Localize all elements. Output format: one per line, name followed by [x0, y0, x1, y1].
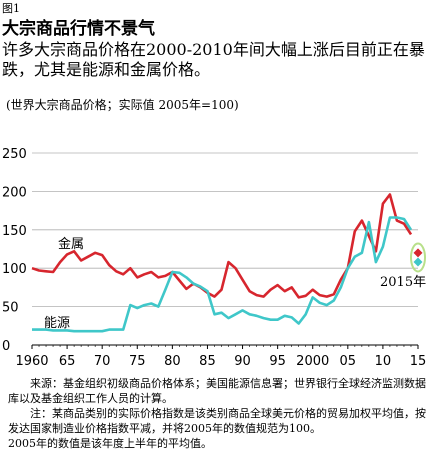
source-notes: 来源：基金组织初级商品价格体系；美国能源信息署；世界银行全球经济监测数据库以及基…	[8, 376, 428, 451]
series-line-金属	[31, 193, 413, 299]
marker-2015-金属	[413, 248, 423, 258]
highlight-ellipse	[410, 242, 426, 273]
y-tick-label: 200	[2, 185, 27, 200]
x-tick-label: 80	[164, 354, 181, 369]
x-tick-label: 75	[129, 354, 146, 369]
chart-title: 大宗商品行情不景气	[2, 19, 155, 39]
x-tick-label: 65	[59, 354, 76, 369]
series-lines	[31, 193, 413, 333]
y-tick-label: 50	[2, 301, 19, 316]
note-text: 注：某商品类别的实际价格指数是该类别商品全球美元价格的贸易加权平均值，按发达国家…	[8, 407, 426, 435]
note-text-2: 2005年的数值是该年度上半年的平均值。	[8, 437, 212, 450]
chart-subtitle: 许多大宗商品价格在2000-2010年间大幅上涨后目前正在暴跌，尤其是能源和金属…	[2, 40, 425, 79]
y-tick-label: 0	[2, 339, 10, 354]
y-tick-label: 250	[2, 147, 27, 162]
figure-label: 图1	[2, 2, 20, 15]
x-tick-label: 1960	[15, 354, 48, 369]
series-label-metals: 金属	[58, 236, 84, 252]
line-chart: 0 50 100 150 200 250 1960 65 70 75 80 85 90 95 2000 05…	[2, 147, 426, 369]
x-tick-label: 2000	[296, 354, 329, 369]
series-line-能源	[32, 216, 413, 333]
x-tick-label: 10	[375, 354, 392, 369]
x-tick-label: 90	[234, 354, 251, 369]
x-tick-label: 15	[410, 354, 427, 369]
annotation-2015: 2015年	[380, 275, 426, 290]
series-label-energy: 能源	[44, 316, 70, 331]
grid-lines	[32, 152, 418, 346]
x-axis-ticks: 1960 65 70 75 80 85 90 95 2000 05 10 15	[15, 345, 426, 369]
markers-2015	[410, 242, 426, 273]
marker-2015-能源	[413, 257, 423, 267]
chart-units: (世界大宗商品价格；实际值 2005年=100)	[6, 98, 239, 112]
x-tick-label: 70	[94, 354, 111, 369]
x-tick-label: 95	[269, 354, 286, 369]
y-tick-label: 100	[2, 262, 27, 277]
x-tick-label: 85	[199, 354, 216, 369]
source-text: 来源：基金组织初级商品价格体系；美国能源信息署；世界银行全球经济监测数据库以及基…	[8, 377, 426, 405]
y-axis-ticks: 0 50 100 150 200 250	[2, 147, 27, 354]
y-tick-label: 150	[2, 224, 27, 239]
x-tick-label: 05	[340, 354, 357, 369]
